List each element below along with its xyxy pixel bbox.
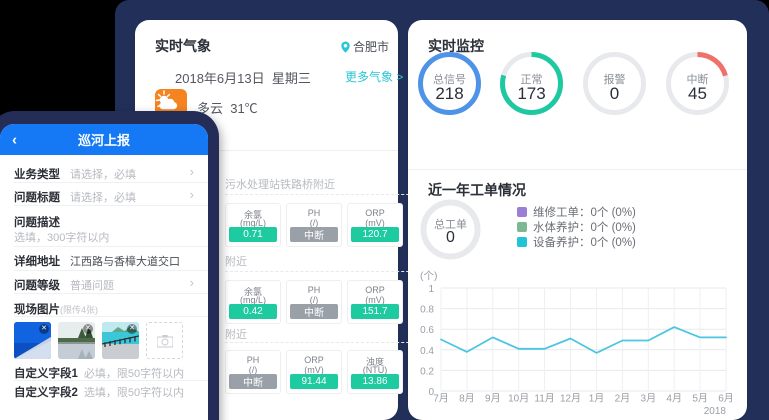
svg-text:8月: 8月 [459, 393, 475, 405]
svg-text:5月: 5月 [692, 393, 708, 405]
svg-text:10月: 10月 [508, 393, 529, 405]
svg-text:12月: 12月 [560, 393, 581, 405]
svg-text:7月: 7月 [433, 393, 449, 405]
svg-text:0.4: 0.4 [420, 346, 434, 357]
svg-text:9月: 9月 [485, 393, 501, 405]
svg-text:11月: 11月 [534, 393, 554, 405]
svg-text:0.2: 0.2 [420, 366, 434, 377]
svg-text:1月: 1月 [589, 393, 605, 405]
svg-text:6月: 6月 [718, 393, 734, 405]
svg-text:2018: 2018 [704, 406, 727, 417]
svg-text:1: 1 [428, 284, 434, 295]
svg-text:3月: 3月 [641, 393, 657, 405]
svg-text:0.8: 0.8 [420, 305, 434, 316]
svg-text:0.6: 0.6 [420, 325, 434, 336]
svg-text:2月: 2月 [615, 393, 631, 405]
svg-text:4月: 4月 [666, 393, 682, 405]
